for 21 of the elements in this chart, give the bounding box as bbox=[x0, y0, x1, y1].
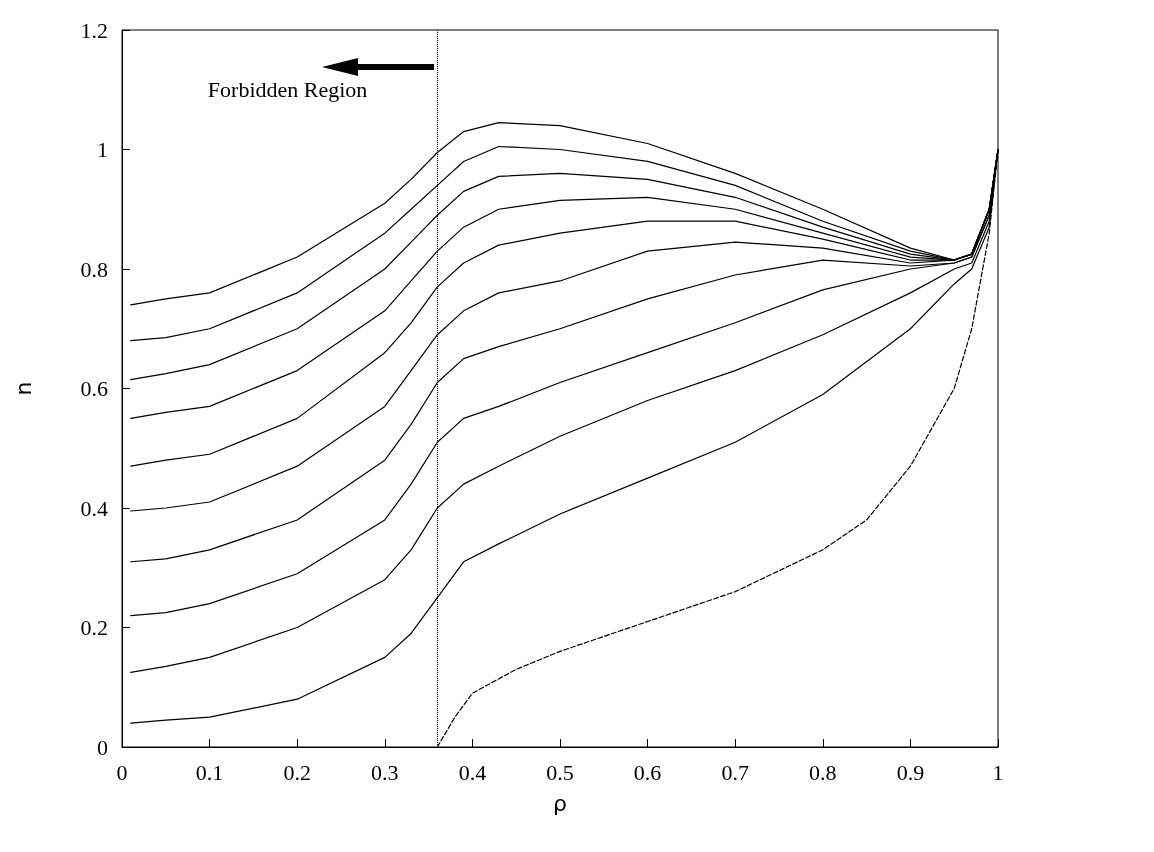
x-tick-label: 0.6 bbox=[633, 759, 662, 785]
y-tick-label: 1 bbox=[97, 137, 108, 162]
x-tick-label: 0.7 bbox=[721, 759, 749, 785]
x-axis-title: ρ bbox=[553, 790, 567, 816]
x-tick-label: 0.9 bbox=[896, 759, 925, 785]
y-tick-label: 0 bbox=[97, 734, 108, 760]
y-axis-title: n bbox=[10, 381, 36, 396]
annotation: Forbidden Region bbox=[207, 76, 368, 102]
x-tick-label: 0.8 bbox=[809, 759, 837, 785]
x-tick-label: 0.3 bbox=[371, 759, 399, 785]
x-tick-label: 0.4 bbox=[458, 759, 487, 785]
y-tick-label: 0.6 bbox=[80, 376, 108, 401]
x-tick-label: 0.5 bbox=[546, 759, 574, 785]
x-tick-label: 0.2 bbox=[283, 759, 311, 785]
y-tick-label: 0.2 bbox=[80, 615, 108, 640]
x-tick-label: 0 bbox=[116, 759, 128, 785]
x-tick-label: 1 bbox=[992, 759, 1004, 785]
y-tick-label: 0.8 bbox=[80, 256, 108, 282]
y-tick-label: 0.4 bbox=[80, 495, 108, 521]
x-tick-label: 0.1 bbox=[195, 759, 224, 785]
y-tick-label: 1.2 bbox=[80, 17, 108, 43]
